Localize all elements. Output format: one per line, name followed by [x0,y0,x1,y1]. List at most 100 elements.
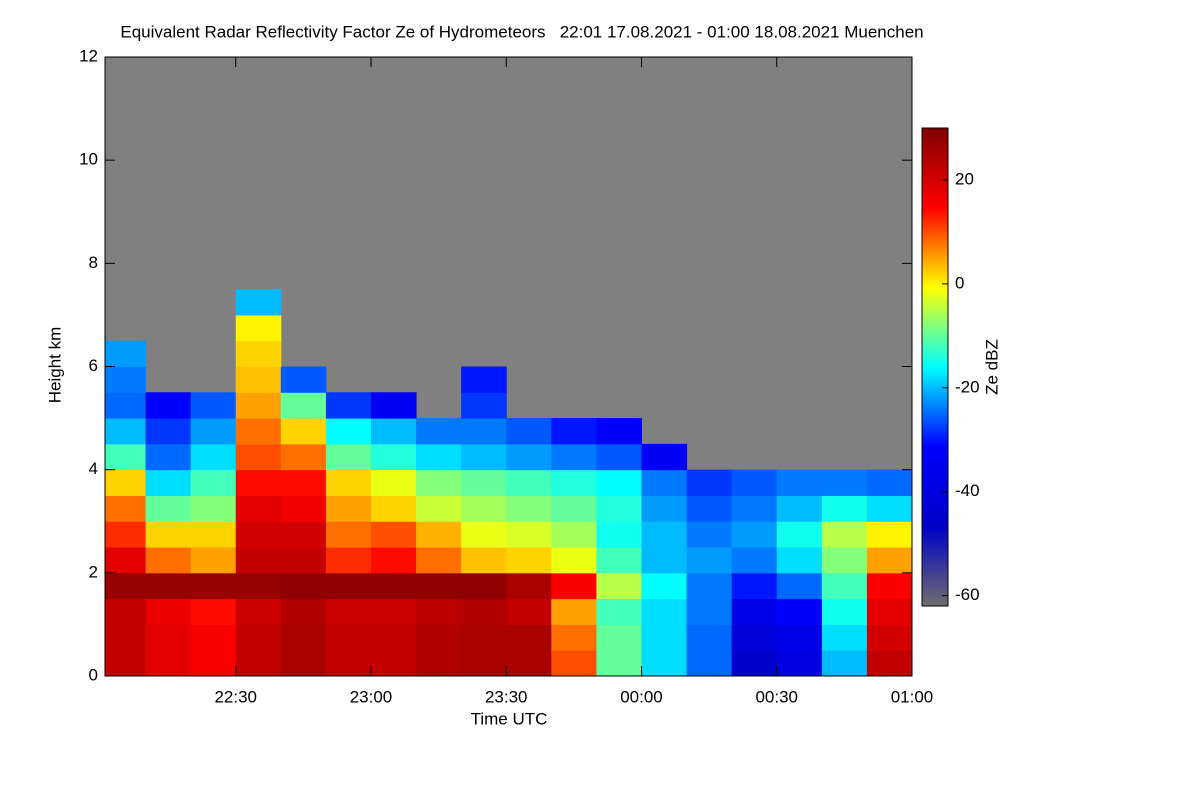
y-tick-label: 12 [79,46,98,65]
colorbar-label: Ze dBZ [982,339,1001,395]
heatmap-cell [686,624,733,651]
heatmap-cell [641,443,688,471]
y-axis-label: Height km [45,327,64,404]
heatmap-cell [686,495,733,522]
heatmap-cell [325,495,372,522]
heatmap-cell [461,392,507,419]
heatmap-cell [641,521,688,548]
heatmap-cell [325,650,372,677]
colorbar [921,127,949,607]
heatmap-cell [280,650,327,677]
x-tick-label: 00:30 [755,687,798,706]
heatmap-cell [866,547,913,574]
heatmap-cell [235,521,282,548]
heatmap-cell [596,572,642,600]
heatmap-cell [776,495,823,522]
heatmap-cell [596,469,642,496]
heatmap-cell [461,495,507,522]
heatmap-cell [370,521,417,548]
heatmap-cell [596,418,642,445]
heatmap-cell [416,547,462,574]
heatmap-cell [866,598,913,625]
heatmap-cell [866,650,913,677]
heatmap-cell [190,469,237,496]
heatmap-cell [461,521,507,548]
heatmap-cell [866,572,913,600]
heatmap-cell [235,314,282,342]
heatmap-cell [325,624,372,651]
colorbar-tick-label: 0 [955,273,964,292]
heatmap-cell [461,469,507,496]
heatmap-cell [776,572,823,600]
heatmap-cell [596,650,642,677]
heatmap-cell [731,650,778,677]
heatmap-cell [416,624,462,651]
heatmap-cell [731,495,778,522]
heatmap-cell [551,598,597,625]
heatmap-cell [105,598,147,625]
heatmap-cell [280,572,327,600]
heatmap-cell [280,547,327,574]
heatmap-cell [235,366,282,393]
colorbar-tick-label: -20 [955,377,980,396]
heatmap-cell [145,598,192,625]
heatmap-cell [641,572,688,600]
heatmap-cell [105,547,147,574]
heatmap-cell [280,495,327,522]
heatmap-cell [325,547,372,574]
heatmap-cell [370,495,417,522]
heatmap-cell [686,547,733,574]
heatmap-cell [190,392,237,419]
heatmap-cell [235,418,282,445]
heatmap-cell [641,650,688,677]
heatmap-cell [776,521,823,548]
heatmap-cell [370,598,417,625]
heatmap-cell [280,366,327,393]
heatmap-cell [145,547,192,574]
heatmap-cell [866,521,913,548]
heatmap-cell [506,495,552,522]
heatmap-cell [190,547,237,574]
heatmap-cell [190,624,237,651]
heatmap-cell [596,598,642,625]
colorbar-tick-label: -60 [955,585,980,604]
heatmap-cell [461,418,507,445]
heatmap-cell [641,469,688,496]
heatmap-cell [190,495,237,522]
heatmap-cell [370,469,417,496]
heatmap-cell [686,521,733,548]
heatmap-cell [551,495,597,522]
heatmap-cell [551,624,597,651]
chart-title: Equivalent Radar Reflectivity Factor Ze … [120,22,923,41]
heatmap-cell [370,572,417,600]
heatmap-cell [105,443,147,471]
x-axis-label: Time UTC [471,709,548,728]
heatmap-cell [506,624,552,651]
heatmap-cell [641,598,688,625]
heatmap-cell [370,624,417,651]
heatmap-cell [145,572,192,600]
heatmap-cell [145,650,192,677]
y-tick-label: 2 [89,562,98,581]
heatmap-cell [686,650,733,677]
heatmap-cell [641,547,688,574]
heatmap-cell [325,418,372,445]
heatmap-cell [866,495,913,522]
heatmap-cell [105,521,147,548]
heatmap-cell [821,624,868,651]
heatmap-cell [461,624,507,651]
heatmap-cell [731,521,778,548]
heatmap-cell [235,289,282,316]
heatmap-cell [461,598,507,625]
heatmap-cell [370,418,417,445]
heatmap-cell [506,572,552,600]
heatmap-cell [416,598,462,625]
x-tick-label: 23:30 [485,687,528,706]
heatmap-cell [551,650,597,677]
heatmap-cell [596,624,642,651]
heatmap-cell [506,469,552,496]
heatmap-cell [731,572,778,600]
y-tick-label: 4 [89,459,98,478]
